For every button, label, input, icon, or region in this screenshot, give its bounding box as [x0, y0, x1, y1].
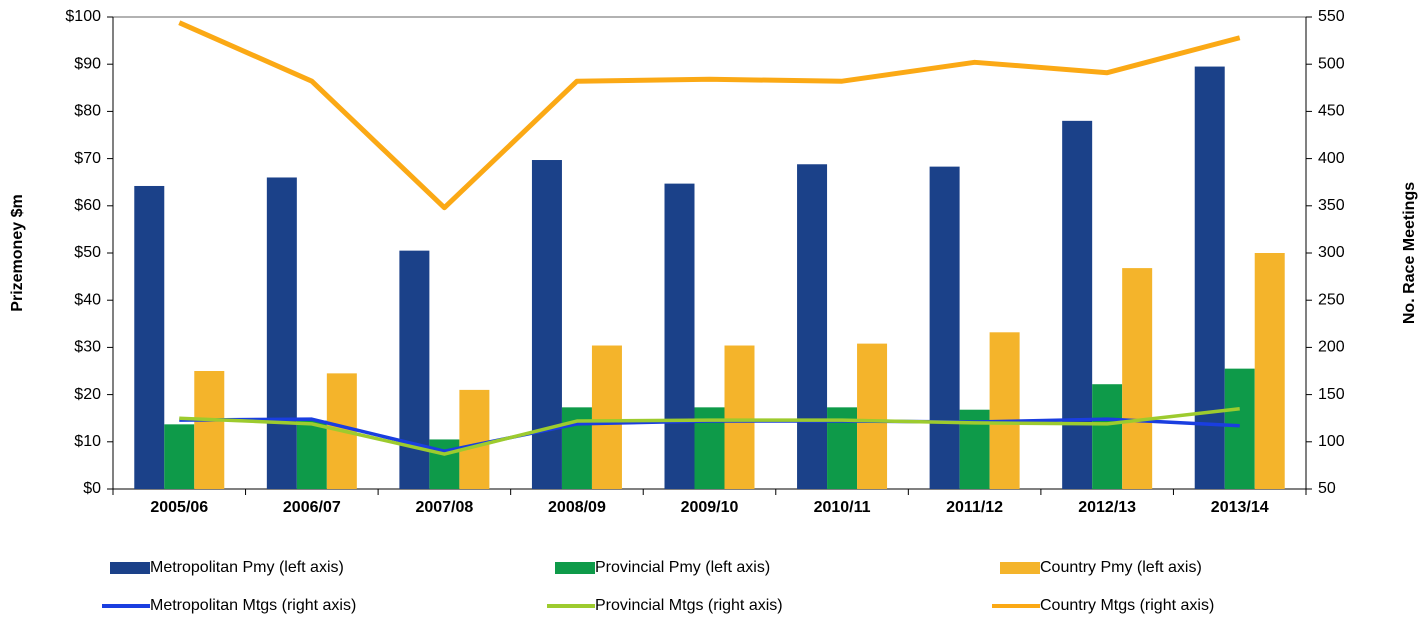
y-tick-label: $80: [74, 103, 101, 120]
y-tick-label: $20: [74, 386, 101, 403]
x-tick-label: 2007/08: [415, 499, 473, 516]
bar: [1092, 384, 1123, 489]
bar: [531, 160, 562, 490]
legend-label: Provincial Mtgs (right axis): [595, 597, 783, 614]
bar: [1254, 253, 1285, 489]
bar: [724, 345, 755, 489]
bar: [797, 164, 828, 489]
y2-tick-label: 300: [1318, 244, 1345, 261]
y2-tick-label: 550: [1318, 8, 1345, 25]
y2-tick-label: 50: [1318, 480, 1336, 497]
y-tick-label: $50: [74, 244, 101, 261]
legend-label: Metropolitan Mtgs (right axis): [150, 597, 356, 614]
bar: [857, 343, 888, 489]
legend-label: Provincial Pmy (left axis): [595, 559, 770, 576]
line: [178, 20, 1241, 211]
legend-label: Country Pmy (left axis): [1040, 559, 1202, 576]
y2-tick-label: 500: [1318, 55, 1345, 72]
legend-label: Metropolitan Pmy (left axis): [150, 559, 344, 576]
bar: [1194, 66, 1225, 489]
y2-tick-label: 250: [1318, 291, 1345, 308]
x-tick-label: 2006/07: [283, 499, 341, 516]
y2-tick-label: 100: [1318, 433, 1345, 450]
x-tick-label: 2009/10: [681, 499, 739, 516]
legend-swatch: [555, 562, 595, 574]
x-tick-label: 2005/06: [150, 499, 208, 516]
x-tick-label: 2011/12: [946, 499, 1003, 516]
bar: [591, 345, 622, 489]
y-tick-label: $40: [74, 291, 101, 308]
y-tick-label: $10: [74, 433, 101, 450]
bar: [194, 371, 225, 489]
bar: [266, 177, 297, 490]
y2-tick-label: 400: [1318, 150, 1345, 167]
bar: [134, 185, 165, 489]
bar: [929, 166, 960, 489]
y-tick-label: $60: [74, 197, 101, 214]
line: [179, 407, 1240, 456]
bar: [164, 424, 195, 489]
x-tick-label: 2010/11: [814, 499, 871, 516]
y2-tick-label: 150: [1318, 386, 1345, 403]
y-tick-label: $70: [74, 150, 101, 167]
y2-axis-label: No. Race Meetings: [1401, 182, 1418, 324]
bar: [1062, 120, 1093, 489]
x-tick-label: 2012/13: [1078, 499, 1136, 516]
legend-label: Country Mtgs (right axis): [1040, 597, 1214, 614]
bar: [399, 250, 430, 489]
legend-swatch: [1000, 562, 1040, 574]
bar: [459, 389, 490, 489]
bar: [296, 420, 327, 489]
bar: [989, 332, 1020, 489]
y-axis-label: Prizemoney $m: [9, 194, 26, 311]
bar: [664, 183, 695, 489]
x-tick-label: 2008/09: [548, 499, 606, 516]
legend-swatch: [110, 562, 150, 574]
bar: [1122, 268, 1153, 489]
y2-tick-label: 350: [1318, 197, 1345, 214]
y2-tick-label: 450: [1318, 103, 1345, 120]
y-tick-label: $90: [74, 55, 101, 72]
y2-tick-label: 200: [1318, 339, 1345, 356]
bar: [1224, 368, 1255, 489]
y-tick-label: $100: [65, 8, 101, 25]
x-tick-label: 2013/14: [1211, 499, 1269, 516]
bar: [429, 439, 460, 489]
y-tick-label: $30: [74, 339, 101, 356]
y-tick-label: $0: [83, 480, 101, 497]
